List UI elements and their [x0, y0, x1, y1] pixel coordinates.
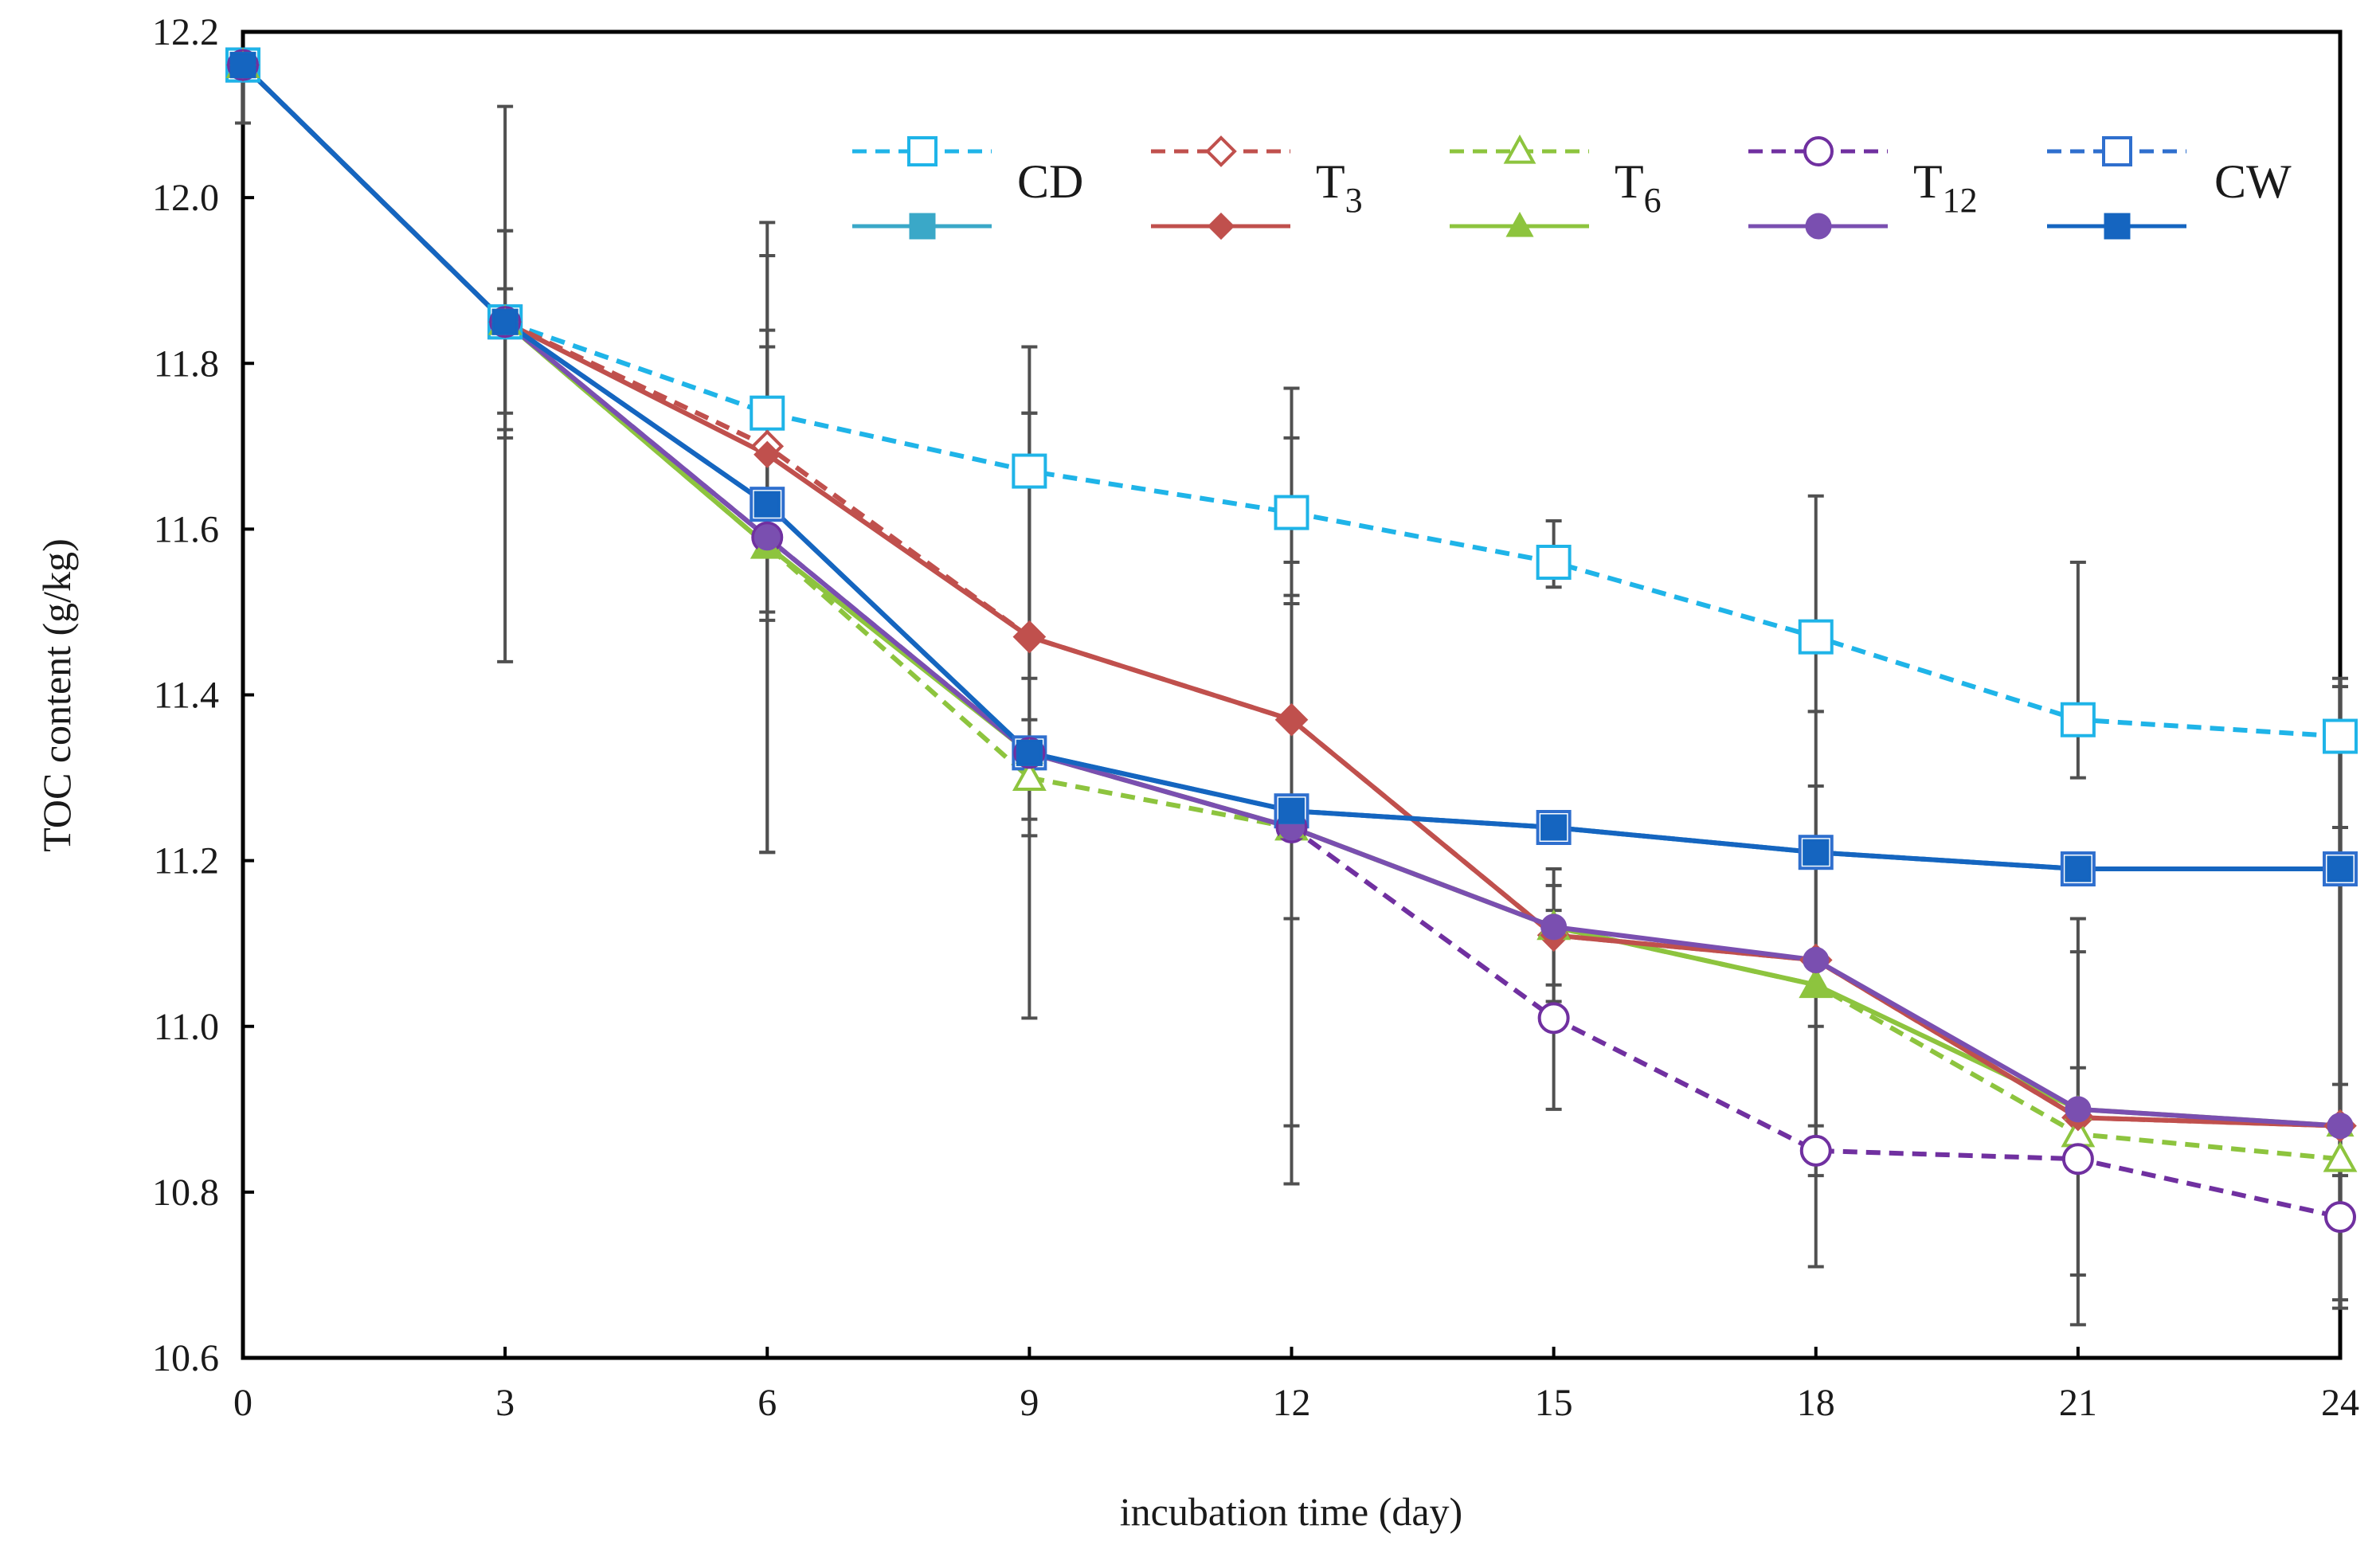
data-point: [1537, 1002, 1570, 1035]
data-point: [491, 308, 519, 335]
legend-label: CD: [1017, 155, 1083, 208]
data-point: [1278, 797, 1305, 824]
data-point: [2065, 1096, 2092, 1123]
legend-swatch-marker: [1503, 134, 1536, 164]
data-point: [2061, 1143, 2094, 1176]
data-point: [1278, 706, 1305, 733]
data-point: [1016, 739, 1043, 766]
data-point: [1016, 623, 1043, 651]
data-point: [1012, 760, 1047, 791]
x-tick-label: 12: [1273, 1382, 1311, 1424]
y-tick-label: 12.0: [152, 177, 219, 219]
x-tick-label: 21: [2059, 1382, 2097, 1424]
axis-ticks: 0 3 6 9 12 15 18 21 24 10.6 10.8 11.0 11.2 11.4 11.6 11…: [152, 11, 2359, 1424]
data-point: [1798, 619, 1834, 655]
data-point: [229, 52, 256, 79]
x-tick-label: 15: [1535, 1382, 1573, 1424]
x-tick-label: 24: [2321, 1382, 2359, 1424]
data-point: [2060, 702, 2096, 737]
legend-swatch-marker: [1207, 212, 1235, 241]
data-point: [1803, 839, 1830, 866]
data-point: [2323, 718, 2358, 754]
error-bars: [235, 63, 2348, 1327]
y-tick-label: 11.2: [154, 840, 219, 882]
data-point: [1540, 913, 1568, 941]
data-point: [754, 440, 781, 468]
legend-label: T12: [1913, 155, 1978, 220]
legend-swatch-marker: [2104, 213, 2131, 240]
legend-swatch-marker: [1805, 213, 1832, 240]
x-tick-label: 6: [757, 1382, 777, 1424]
data-point: [1803, 947, 1830, 973]
legend-swatch-marker: [909, 213, 936, 240]
data-point: [2065, 855, 2092, 882]
data-point: [2327, 855, 2354, 882]
y-tick-label: 11.8: [154, 342, 219, 385]
data-point: [1540, 814, 1568, 841]
x-tick-label: 9: [1020, 1382, 1039, 1424]
y-tick-label: 11.0: [154, 1006, 219, 1048]
legend-label: CW: [2214, 155, 2292, 208]
y-tick-label: 12.2: [152, 11, 219, 53]
y-axis-title: TOC content (g/kg): [34, 538, 79, 851]
data-point: [750, 395, 785, 431]
legend: CD T3 T6 T12 CW: [852, 134, 2292, 241]
data-point: [2327, 1113, 2354, 1140]
y-tick-label: 10.8: [152, 1172, 219, 1214]
data-point: [754, 491, 781, 518]
legend-swatch-marker: [907, 136, 938, 166]
x-axis-title: incubation time (day): [1120, 1489, 1462, 1534]
data-point: [1274, 495, 1309, 530]
legend-swatch-marker: [1803, 136, 1834, 166]
data-point: [1799, 1134, 1832, 1167]
data-point: [2323, 1141, 2358, 1172]
data-point: [1536, 545, 1572, 580]
series-markers: [225, 47, 2358, 1234]
legend-swatch-marker: [2102, 136, 2132, 166]
y-tick-label: 11.6: [154, 508, 219, 550]
x-tick-label: 3: [495, 1382, 515, 1424]
y-tick-label: 10.6: [152, 1337, 219, 1379]
legend-swatch-marker: [1505, 211, 1534, 237]
legend-label: T3: [1316, 155, 1363, 220]
x-tick-label: 0: [233, 1382, 252, 1424]
data-point: [754, 524, 781, 551]
data-point: [1802, 970, 1830, 996]
data-point: [2324, 1201, 2356, 1234]
x-tick-label: 18: [1797, 1382, 1835, 1424]
y-tick-label: 11.4: [154, 675, 219, 717]
legend-label: T6: [1615, 155, 1662, 220]
legend-swatch-marker: [1205, 135, 1237, 167]
data-point: [1012, 453, 1047, 489]
